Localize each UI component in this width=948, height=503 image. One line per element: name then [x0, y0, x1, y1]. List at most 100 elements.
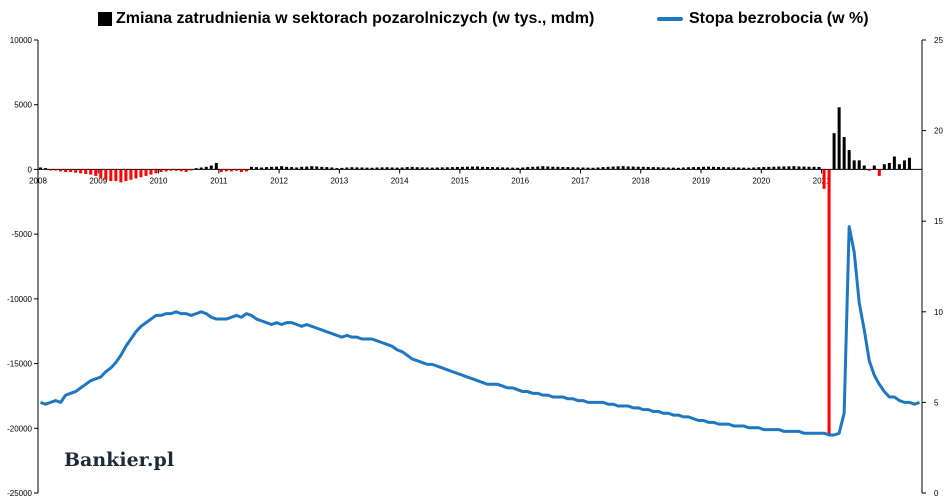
bar [475, 166, 479, 170]
bar [74, 169, 78, 173]
bar [486, 166, 490, 170]
legend-line: Stopa bezrobocia (w %) [657, 8, 869, 30]
bar [199, 167, 203, 170]
bar [817, 166, 821, 170]
bar [561, 166, 565, 170]
bar [566, 167, 570, 170]
bar [702, 166, 706, 170]
bar [375, 167, 379, 170]
y-left-tick-label: -25000 [7, 489, 32, 498]
bar [827, 169, 831, 435]
bar [149, 169, 153, 175]
x-tick-label: 2009 [89, 176, 107, 185]
bar [787, 166, 791, 170]
x-tick-label: 2013 [330, 176, 348, 185]
y-left-tick-label: -20000 [7, 424, 32, 433]
legend-line-label: Stopa bezrobocia (w %) [689, 10, 869, 27]
bar [370, 167, 374, 170]
x-tick-label: 2015 [451, 176, 469, 185]
bar [491, 167, 495, 170]
legend-line-swatch [657, 17, 683, 21]
bar [435, 167, 439, 170]
bar [430, 167, 434, 170]
x-tick-label: 2018 [632, 176, 650, 185]
bar [852, 160, 856, 170]
bar [571, 167, 575, 170]
bar [737, 167, 741, 170]
legend-bars: Zmiana zatrudnienia w sektorach pozaroln… [98, 8, 594, 30]
x-tick-label: 2014 [391, 176, 409, 185]
y-axis-right: 25 20 15 10 5 0 [922, 36, 943, 498]
bar [54, 169, 58, 171]
bar [727, 167, 731, 170]
x-tick-label: 2021 [813, 176, 831, 185]
bar [290, 167, 294, 170]
bar [445, 167, 449, 170]
bar [465, 166, 469, 170]
bar [455, 166, 459, 170]
bar [425, 167, 429, 170]
x-axis: 2008 2009 2010 2011 2012 2013 2014 2015 2016 2017… [29, 169, 831, 185]
unemployment-line [40, 225, 920, 437]
bar [621, 166, 625, 170]
x-tick-label: 2016 [511, 176, 529, 185]
bar [229, 169, 233, 172]
x-tick-label: 2011 [210, 176, 228, 185]
bar [244, 169, 248, 172]
bar [556, 166, 560, 170]
bar [320, 166, 324, 170]
bar [601, 167, 605, 170]
bar [691, 167, 695, 170]
bar [877, 169, 881, 176]
y-right-tick-label: 15 [934, 217, 943, 226]
x-tick-label: 2008 [29, 176, 47, 185]
bar [405, 167, 409, 170]
bar [265, 167, 269, 170]
bar [249, 166, 253, 170]
bar [636, 166, 640, 170]
y-right-tick-label: 20 [934, 127, 943, 136]
bar [350, 167, 354, 170]
bar [330, 167, 334, 170]
bar [712, 166, 716, 170]
bar [59, 169, 63, 172]
x-tick-label: 2020 [752, 176, 770, 185]
y-left-tick-label: -5000 [12, 230, 33, 239]
bar [79, 169, 83, 174]
bar [420, 167, 424, 170]
x-tick-label: 2017 [572, 176, 590, 185]
bar [109, 169, 113, 182]
bar [501, 167, 505, 170]
y-left-tick-label: 5000 [14, 101, 32, 110]
bar [606, 166, 610, 170]
bar [671, 167, 675, 170]
bar [295, 167, 299, 170]
bar [681, 167, 685, 170]
bar [586, 167, 590, 170]
bar [857, 160, 861, 170]
bar [747, 167, 751, 170]
bar [802, 166, 806, 170]
bar [757, 167, 761, 170]
bar [270, 166, 274, 170]
y-right-tick-label: 0 [934, 489, 939, 498]
bar [335, 168, 339, 170]
bar [892, 156, 896, 170]
bar [526, 167, 530, 170]
bar [204, 166, 208, 170]
bar [280, 166, 284, 170]
bar [340, 167, 344, 170]
bar [611, 166, 615, 170]
bar [551, 166, 555, 170]
bar [481, 166, 485, 170]
bar [646, 166, 650, 170]
bar [546, 166, 550, 170]
bar [661, 167, 665, 170]
bar [872, 165, 876, 170]
bar [84, 169, 88, 174]
legend-bar-label: Zmiana zatrudnienia w sektorach pozaroln… [116, 10, 595, 27]
bar [576, 167, 580, 170]
bar [119, 169, 123, 183]
bar [722, 167, 726, 170]
